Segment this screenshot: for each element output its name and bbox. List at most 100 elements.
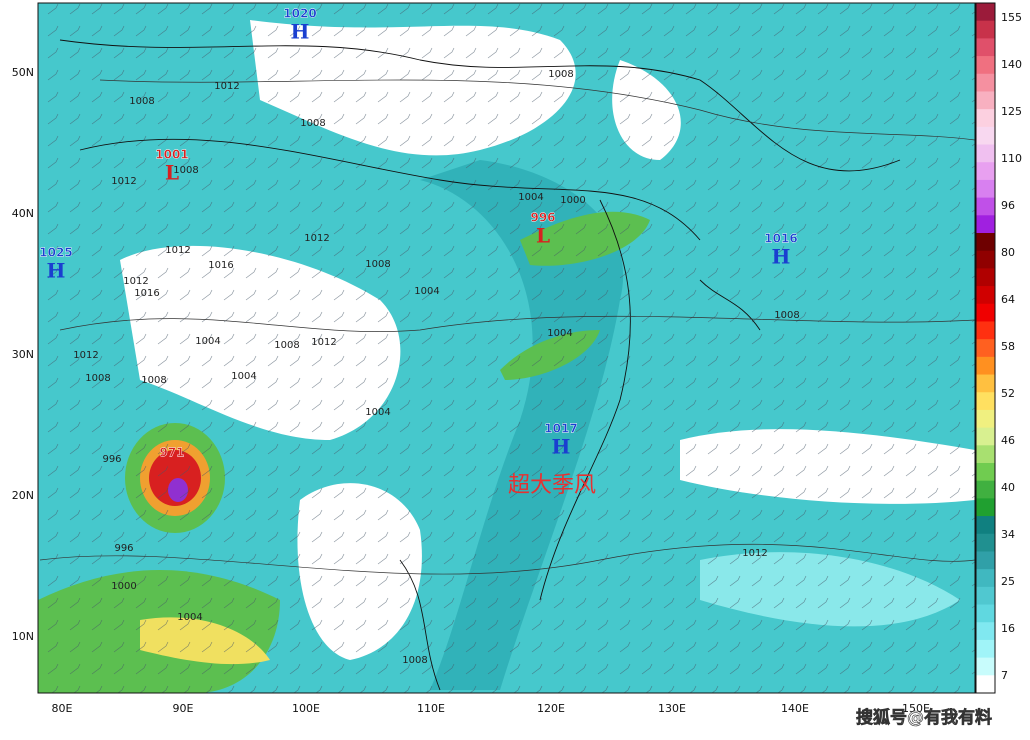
contour-label: 1004 xyxy=(547,328,572,339)
colorbar-swatch xyxy=(976,303,995,322)
contour-label: 1008 xyxy=(141,375,166,386)
colorbar-swatch xyxy=(976,126,995,146)
colorbar-swatch xyxy=(976,551,995,570)
labels: 50N 40N 30N 20N 10N 80E 90E 100E 110E 120E 130E 140… xyxy=(12,6,930,715)
colorbar-swatch xyxy=(976,233,995,252)
coastline xyxy=(59,39,901,691)
pressure-value: 1025 xyxy=(39,246,72,260)
contour-label: 1008 xyxy=(548,69,573,80)
colorbar-swatch xyxy=(976,56,995,75)
colorbar: 155 140 125 110 96 80 64 58 52 46 40 34 25 16 7 xyxy=(975,2,1022,694)
pressure-value: 1001 xyxy=(155,148,188,162)
colorbar-swatch xyxy=(976,675,995,694)
longitude-label: 150E xyxy=(902,702,930,715)
colorbar-label: 7 xyxy=(1001,669,1008,682)
longitude-label: 120E xyxy=(537,702,565,715)
colorbar-swatch xyxy=(976,109,995,128)
contour-label: 1012 xyxy=(123,276,148,287)
pressure-value: 1016 xyxy=(764,232,797,246)
colorbar-swatch xyxy=(976,250,995,269)
colorbar-swatch xyxy=(976,516,995,535)
contour-label: 1004 xyxy=(231,371,256,382)
colorbar-label: 64 xyxy=(1001,293,1015,306)
colorbar-swatch xyxy=(976,162,995,181)
colorbar-label: 46 xyxy=(1001,434,1015,447)
colorbar-swatch xyxy=(976,20,995,39)
colorbar-label: 58 xyxy=(1001,340,1015,353)
contour-label: 1000 xyxy=(560,195,585,206)
colorbar-swatch xyxy=(976,144,995,163)
latitude-label: 10N xyxy=(12,630,34,643)
contour-label: 1008 xyxy=(129,96,154,107)
colorbar-swatch xyxy=(976,91,995,110)
colorbar-label: 52 xyxy=(1001,387,1015,400)
contour-label: 1012 xyxy=(165,245,190,256)
contour-label: 1012 xyxy=(111,176,136,187)
contour-label: 1008 xyxy=(402,655,427,666)
colorbar-swatch xyxy=(976,639,995,659)
pressure-symbol: H xyxy=(47,259,66,283)
colorbar-swatch xyxy=(976,197,995,216)
contour-label: 1004 xyxy=(414,286,439,297)
colorbar-swatch xyxy=(976,392,995,411)
pressure-value: 971 xyxy=(159,446,184,460)
watermark: 搜狐号@有我有料 xyxy=(856,707,992,728)
pressure-value: 1020 xyxy=(283,7,316,21)
colorbar-swatch xyxy=(976,427,995,446)
colorbar-label: 96 xyxy=(1001,199,1015,212)
colorbar-swatch xyxy=(976,586,995,606)
contour-label: 1004 xyxy=(365,407,390,418)
colorbar-swatch xyxy=(976,73,995,92)
contour-label: 1008 xyxy=(774,310,799,321)
longitude-label: 140E xyxy=(781,702,809,715)
colorbar-swatch xyxy=(976,321,995,340)
contour-label: 1012 xyxy=(73,350,98,361)
longitude-label: 100E xyxy=(292,702,320,715)
colorbar-swatch xyxy=(976,179,995,199)
contour-label: 1008 xyxy=(300,118,325,129)
colorbar-swatch xyxy=(976,463,995,482)
colorbar-label: 80 xyxy=(1001,246,1015,259)
isobar xyxy=(39,79,975,575)
contour-label: 1008 xyxy=(173,165,198,176)
latitude-label: 20N xyxy=(12,489,34,502)
contour-label: 996 xyxy=(102,454,121,465)
colorbar-swatch xyxy=(976,604,995,623)
latitude-label: 30N xyxy=(12,348,34,361)
colorbar-swatch xyxy=(976,268,995,287)
contour-label: 1012 xyxy=(742,548,767,559)
colorbar-label: 25 xyxy=(1001,575,1015,588)
wind-barbs xyxy=(38,3,975,693)
colorbar-swatch xyxy=(976,215,995,234)
colorbar-swatch xyxy=(976,3,995,22)
pressure-value: 996 xyxy=(530,211,555,225)
pressure-symbol: L xyxy=(165,459,179,483)
colorbar-swatch xyxy=(976,533,995,552)
annotation: 超大季风 xyxy=(508,473,596,498)
colorbar-swatch xyxy=(976,409,995,429)
colorbar-label: 155 xyxy=(1001,11,1022,24)
colorbar-swatch xyxy=(976,622,995,641)
map-frame xyxy=(37,2,976,694)
contour-label: 1008 xyxy=(85,373,110,384)
colorbar-label: 16 xyxy=(1001,622,1015,635)
contour-label: 1004 xyxy=(177,612,202,623)
contour-label: 1004 xyxy=(195,336,220,347)
colorbar-label: 110 xyxy=(1001,152,1022,165)
colorbar-swatch xyxy=(976,498,995,517)
contour-label: 1004 xyxy=(518,192,543,203)
colorbar-label: 34 xyxy=(1001,528,1015,541)
longitude-label: 90E xyxy=(173,702,194,715)
longitude-label: 130E xyxy=(658,702,686,715)
pressure-symbol: L xyxy=(536,224,550,248)
contour-label: 1012 xyxy=(311,337,336,348)
colorbar-swatch xyxy=(976,569,995,588)
contour-label: 1008 xyxy=(274,340,299,351)
contour-label: 1016 xyxy=(208,260,233,271)
colorbar-swatch xyxy=(976,286,995,305)
contour-label: 996 xyxy=(114,543,133,554)
colorbar-label: 40 xyxy=(1001,481,1015,494)
contour-label: 1016 xyxy=(134,288,159,299)
colorbar-label: 125 xyxy=(1001,105,1022,118)
